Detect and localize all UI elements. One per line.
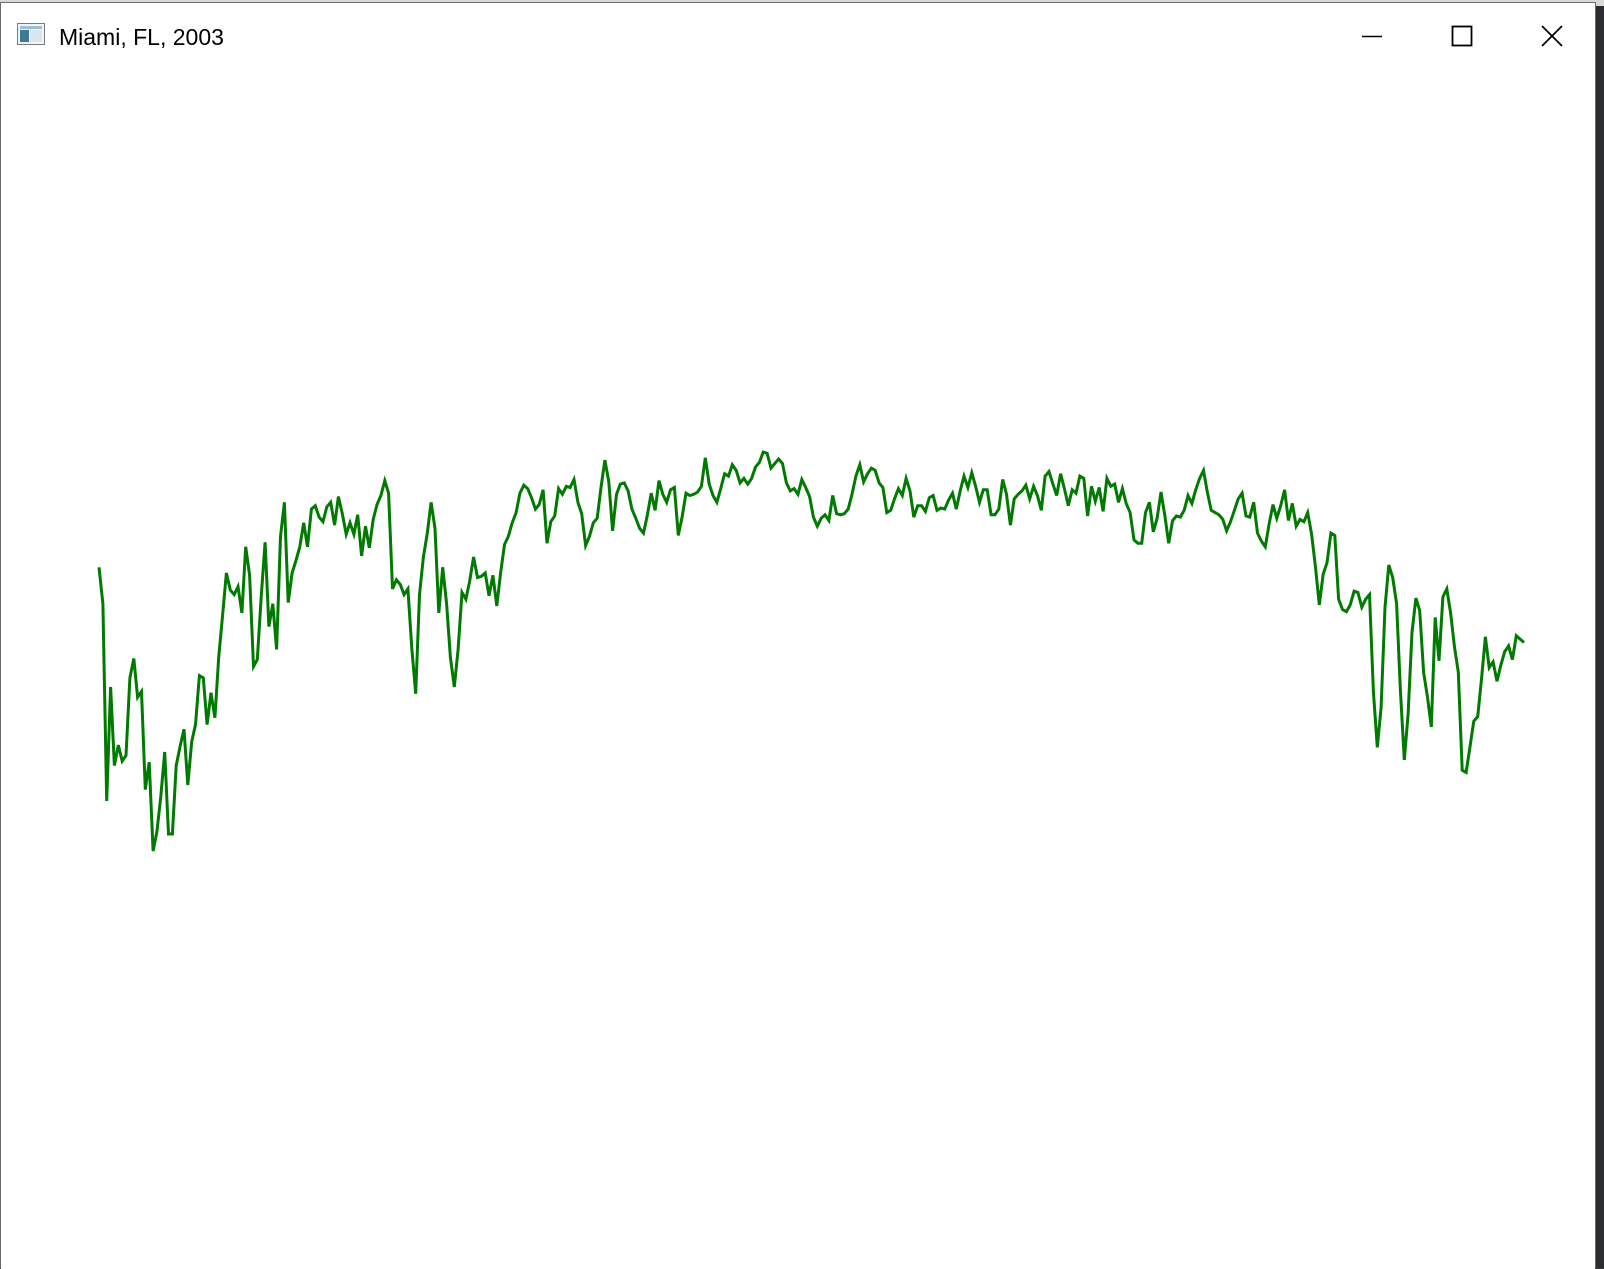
minimize-button[interactable] bbox=[1327, 3, 1417, 69]
series-line-0 bbox=[97, 450, 1525, 852]
close-icon bbox=[1541, 25, 1563, 47]
title-bar[interactable]: Miami, FL, 2003 bbox=[1, 3, 1595, 69]
window-title: Miami, FL, 2003 bbox=[59, 24, 224, 50]
maximize-icon bbox=[1451, 25, 1473, 47]
chart-area bbox=[1, 69, 1595, 1269]
minimize-icon bbox=[1362, 35, 1382, 38]
line-chart bbox=[97, 450, 1525, 852]
close-button[interactable] bbox=[1507, 3, 1597, 69]
series-layer bbox=[97, 450, 1525, 852]
maximize-button[interactable] bbox=[1417, 3, 1507, 69]
app-icon[interactable] bbox=[17, 23, 45, 45]
